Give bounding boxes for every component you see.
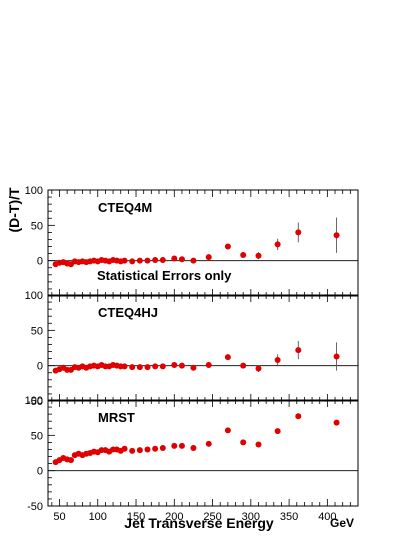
data-point xyxy=(178,362,185,369)
data-point xyxy=(144,257,151,264)
data-point xyxy=(255,365,262,372)
x-tick-label: 150 xyxy=(127,511,145,523)
data-point xyxy=(144,446,151,453)
data-point xyxy=(255,441,262,448)
y-tick-label: 100 xyxy=(25,185,43,197)
x-tick-label: 350 xyxy=(280,511,298,523)
x-axis-label: Jet Transverse Energy xyxy=(124,515,274,531)
panel-cteq4m: 0 50 100 CTEQ4M Statistical Errors only xyxy=(25,185,359,297)
data-point xyxy=(190,257,197,264)
y-tick-label: 0 xyxy=(37,256,43,268)
x-tick-label: 250 xyxy=(203,511,221,523)
data-point xyxy=(205,440,212,447)
data-point xyxy=(333,232,340,239)
y-tick-label: 50 xyxy=(31,325,43,337)
y-axis-label: (D-T)/T xyxy=(6,187,22,233)
data-point xyxy=(224,354,231,361)
y-tick-label: -50 xyxy=(27,501,43,513)
data-point xyxy=(129,258,136,265)
panel-mrst: -50 0 50 100 MRST xyxy=(25,395,359,513)
data-point xyxy=(295,347,302,354)
data-point xyxy=(274,357,281,364)
data-point xyxy=(224,427,231,434)
data-point xyxy=(274,428,281,435)
data-point xyxy=(159,363,166,370)
y-tick-label: 100 xyxy=(25,395,43,407)
x-axis-unit: GeV xyxy=(330,516,354,530)
data-point xyxy=(121,257,128,264)
data-point xyxy=(129,447,136,454)
data-point xyxy=(152,445,159,452)
x-tick-label: 100 xyxy=(89,511,107,523)
data-point xyxy=(240,439,247,446)
x-tick-label: 300 xyxy=(242,511,260,523)
x-tick-label: 400 xyxy=(318,511,336,523)
data-point xyxy=(178,256,185,263)
data-point xyxy=(144,364,151,371)
x-tick-labels: 50 100 150 200 250 300 350 400 xyxy=(53,511,336,523)
data-point xyxy=(205,254,212,261)
data-point xyxy=(333,353,340,360)
data-point xyxy=(67,457,74,464)
data-point xyxy=(190,364,197,371)
data-point xyxy=(240,252,247,259)
data-point xyxy=(178,442,185,449)
data-point xyxy=(224,243,231,250)
x-tick-label: 200 xyxy=(165,511,183,523)
data-point xyxy=(121,445,128,452)
panel-label: MRST xyxy=(98,410,135,425)
data-point xyxy=(152,363,159,370)
data-point xyxy=(205,361,212,368)
panel-cteq4hj: -50 0 50 100 CTEQ4HJ xyxy=(25,290,359,408)
panel-label: CTEQ4M xyxy=(98,200,152,215)
panel-frame xyxy=(47,294,359,402)
data-point xyxy=(129,364,136,371)
data-point xyxy=(159,445,166,452)
data-point xyxy=(121,363,128,370)
statistical-errors-note: Statistical Errors only xyxy=(97,268,232,283)
data-point xyxy=(136,447,143,454)
data-point xyxy=(274,241,281,248)
y-tick-label: 50 xyxy=(31,430,43,442)
data-point xyxy=(255,252,262,259)
data-point xyxy=(190,445,197,452)
x-tick-label: 50 xyxy=(53,511,65,523)
data-point xyxy=(159,256,166,263)
y-tick-label: 0 xyxy=(37,361,43,373)
y-tick-label: -50 xyxy=(27,396,43,408)
data-point xyxy=(136,364,143,371)
panel-frame xyxy=(47,399,359,507)
data-point xyxy=(152,256,159,263)
panel-label: CTEQ4HJ xyxy=(98,305,158,320)
data-point xyxy=(295,229,302,236)
y-tick-label: 50 xyxy=(31,220,43,232)
data-point xyxy=(171,255,178,262)
data-point xyxy=(240,362,247,369)
y-tick-label: 100 xyxy=(25,290,43,302)
data-point xyxy=(295,413,302,420)
data-point xyxy=(333,419,340,426)
panels-layer: 0 50 100 CTEQ4M Statistical Errors only -50 0 5… xyxy=(25,185,359,513)
panel-frame xyxy=(47,189,359,297)
data-point xyxy=(171,361,178,368)
y-tick-label: 0 xyxy=(37,466,43,478)
data-point xyxy=(136,257,143,264)
data-point xyxy=(171,442,178,449)
